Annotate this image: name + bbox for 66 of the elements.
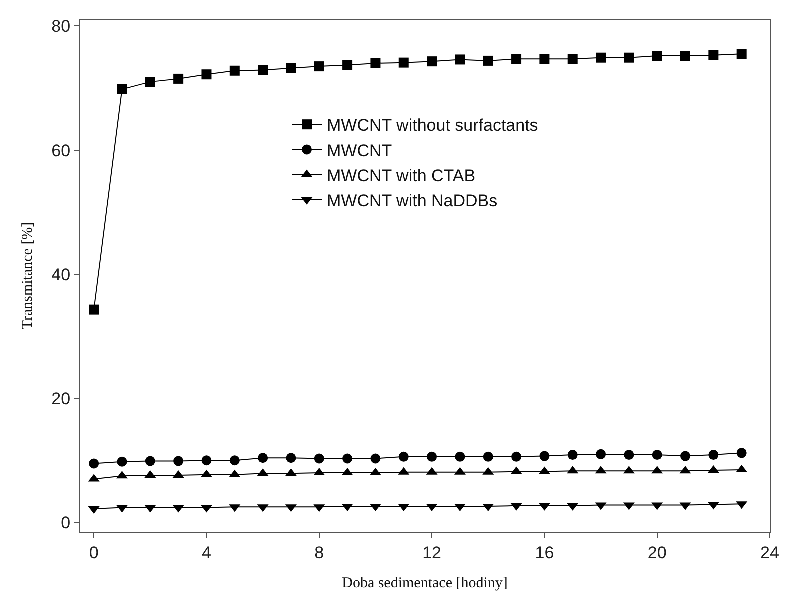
point bbox=[258, 65, 268, 76]
y-tick-label: 0 bbox=[61, 514, 71, 533]
point bbox=[568, 54, 578, 64]
point bbox=[314, 62, 324, 72]
x-tick-label: 4 bbox=[202, 543, 212, 562]
legend-label: MWCNT without surfactants bbox=[327, 116, 538, 136]
x-tick-label: 0 bbox=[89, 543, 99, 562]
point bbox=[596, 52, 606, 63]
point bbox=[736, 49, 747, 60]
y-tick-label: 80 bbox=[52, 17, 71, 36]
point bbox=[736, 448, 747, 458]
legend-label: MWCNT with CTAB bbox=[327, 166, 476, 186]
legend-label: MWCNT with NaDDBs bbox=[327, 192, 498, 211]
x-tick-label: 16 bbox=[535, 543, 554, 562]
point bbox=[202, 70, 212, 80]
y-tick-label: 40 bbox=[52, 265, 71, 284]
x-tick-label: 24 bbox=[760, 543, 780, 562]
point bbox=[174, 456, 184, 466]
point bbox=[370, 454, 381, 464]
y-axis-title: Transmitance [%] bbox=[20, 222, 36, 330]
point bbox=[145, 456, 156, 466]
point bbox=[286, 453, 296, 464]
point bbox=[512, 54, 522, 64]
point bbox=[708, 50, 719, 60]
y-tick-label: 20 bbox=[52, 390, 71, 409]
point bbox=[483, 452, 494, 462]
point bbox=[117, 456, 128, 467]
point bbox=[427, 452, 438, 462]
x-tick-label: 8 bbox=[314, 543, 324, 562]
x-tick-label: 12 bbox=[422, 543, 442, 562]
x-axis-title: Doba sedimentace [hodiny] bbox=[342, 575, 508, 592]
legend-label: MWCNT bbox=[327, 141, 392, 160]
point bbox=[230, 456, 240, 466]
point bbox=[455, 452, 466, 462]
point bbox=[230, 66, 240, 76]
point bbox=[314, 454, 324, 464]
y-tick-label: 60 bbox=[52, 141, 71, 160]
point bbox=[89, 304, 100, 315]
point bbox=[652, 51, 662, 61]
point bbox=[512, 452, 522, 462]
point bbox=[145, 77, 156, 88]
point bbox=[342, 454, 353, 464]
point bbox=[483, 56, 494, 66]
point bbox=[286, 63, 296, 74]
point bbox=[540, 451, 550, 462]
point bbox=[680, 51, 691, 61]
point bbox=[342, 60, 353, 70]
point bbox=[540, 54, 550, 64]
point bbox=[258, 453, 268, 464]
point bbox=[370, 58, 381, 68]
point bbox=[568, 450, 578, 460]
point bbox=[398, 58, 409, 68]
point bbox=[89, 458, 100, 469]
point bbox=[652, 450, 662, 460]
point bbox=[202, 456, 212, 466]
point bbox=[596, 449, 606, 460]
point bbox=[398, 452, 409, 462]
point bbox=[624, 450, 634, 460]
point bbox=[174, 74, 184, 84]
point bbox=[624, 52, 634, 63]
point bbox=[455, 54, 466, 65]
point bbox=[117, 84, 128, 95]
point bbox=[427, 56, 438, 67]
point bbox=[708, 450, 719, 460]
x-tick-label: 20 bbox=[648, 543, 667, 562]
point bbox=[680, 451, 691, 462]
